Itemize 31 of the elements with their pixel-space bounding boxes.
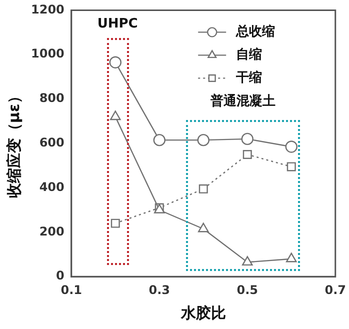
point <box>198 184 208 194</box>
y-tick-label: 800 <box>39 91 64 106</box>
point <box>110 110 121 120</box>
point <box>286 252 297 262</box>
point <box>285 140 298 153</box>
point <box>198 222 209 232</box>
point <box>153 134 166 146</box>
legend-label: 干缩 <box>235 70 262 86</box>
x-tick-label: 0.3 <box>148 282 170 297</box>
legend-label: 自缩 <box>236 46 262 63</box>
y-tick-label: 600 <box>39 136 64 150</box>
annotation: UHPC <box>97 16 138 32</box>
legend-label: 总收缩 <box>235 24 276 40</box>
x-tick-label: 0.7 <box>324 282 346 297</box>
y-axis-title: 收缩应变（με） <box>4 88 23 198</box>
point <box>242 150 252 159</box>
point <box>241 132 254 146</box>
y-tick-label: 1000 <box>30 46 64 61</box>
y-tick-label: 200 <box>39 224 64 238</box>
point <box>242 256 253 266</box>
x-tick-label: 0.5 <box>236 282 258 297</box>
annotation: 普通混凝土 <box>210 92 276 110</box>
point <box>197 134 210 146</box>
y-tick-label: 1200 <box>30 2 64 16</box>
y-tick-label: 400 <box>39 180 64 194</box>
x-tick-label: 0.1 <box>60 282 82 297</box>
point <box>109 56 122 68</box>
x-axis-title: 水胶比 <box>180 304 226 322</box>
y-tick-label: 0 <box>56 268 64 283</box>
point <box>110 218 120 228</box>
point <box>286 162 296 172</box>
